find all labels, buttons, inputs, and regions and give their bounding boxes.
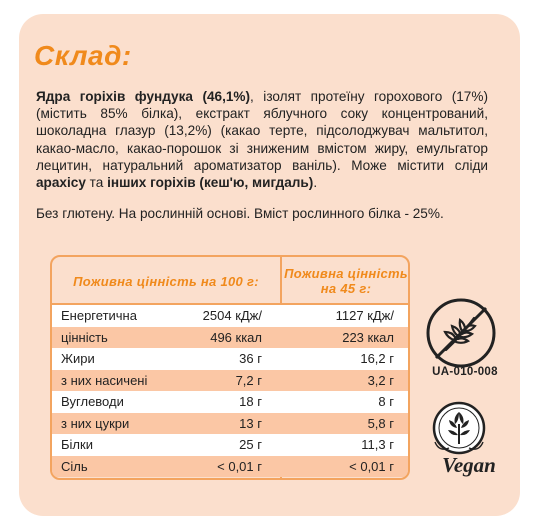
row-label: цінність [61,329,108,345]
table-row: Енергетична 2504 кДж/ 1127 кДж/ [52,305,408,327]
gluten-free-code: UA-010-008 [432,366,498,378]
row-value-45g: 1127 кДж/ [335,308,394,323]
row-label: Жири [61,351,95,366]
row-value-45g: 16,2 г [360,351,394,366]
gluten-free-icon [426,298,496,368]
row-label: Сіль [61,458,88,474]
row-label: з них цукри [61,415,130,431]
row-value-45g: < 0,01 г [349,458,394,474]
row-label: Вуглеводи [61,394,124,409]
table-row: Жири 36 г 16,2 г [52,348,408,370]
table-row: Білки 25 г 11,3 г [52,434,408,456]
nutrition-table: Поживна цінність на 100 г: Поживна цінні… [50,255,410,480]
header-per-45g: Поживна цінність на 45 г: [284,266,408,296]
nutrition-rows: Енергетична 2504 кДж/ 1127 кДж/ цінність… [52,305,408,477]
row-value-100g: < 0,01 г [217,458,262,474]
row-value-100g: 36 г [239,351,262,366]
row-value-100g: 13 г [239,415,262,431]
row-value-100g: 2504 кДж/ [202,308,262,323]
row-value-45g: 11,3 г [361,437,394,452]
vegan-icon: Vegan [432,401,496,477]
ingredients-text: Ядра горіхів фундука (46,1%), ізолят про… [36,88,488,191]
section-title: Склад: [34,40,132,71]
table-row: Сіль < 0,01 г < 0,01 г [52,455,408,477]
row-label: Білки [61,437,93,452]
row-value-100g: 25 г [239,437,262,452]
ingredient-highlight-peanut: арахісу [36,175,86,191]
row-value-45g: 5,8 г [367,415,394,431]
table-row: з них цукри 13 г 5,8 г [52,412,408,434]
ingredient-text-end: . [313,175,318,191]
nutrition-table-header: Поживна цінність на 100 г: Поживна цінні… [52,257,408,305]
ingredient-text-main: , ізолят протеїну горохового (17%) (міст… [36,89,488,173]
ingredient-text-and: та [85,175,108,191]
table-row: Вуглеводи 18 г 8 г [52,391,408,413]
row-value-100g: 18 г [239,394,262,409]
header-per-100g: Поживна цінність на 100 г: [73,273,259,289]
row-label: Енергетична [61,308,137,323]
row-value-100g: 7,2 г [235,372,262,388]
dietary-note: Без глютену. На рослинній основі. Вміст … [36,206,444,221]
row-value-45g: 3,2 г [367,372,394,388]
row-value-45g: 8 г [378,394,394,409]
table-row: з них насичені 7,2 г 3,2 г [52,369,408,391]
row-label: з них насичені [61,372,148,388]
vegan-label: Vegan [442,453,496,477]
row-value-100g: 496 ккал [210,329,262,345]
table-row: цінність 496 ккал 223 ккал [52,326,408,348]
ingredient-highlight-other-nuts: інших горіхів (кеш'ю, мигдаль) [107,175,314,191]
ingredient-highlight-hazelnut: Ядра горіхів фундука (46,1%) [36,89,251,104]
row-value-45g: 223 ккал [342,329,394,345]
